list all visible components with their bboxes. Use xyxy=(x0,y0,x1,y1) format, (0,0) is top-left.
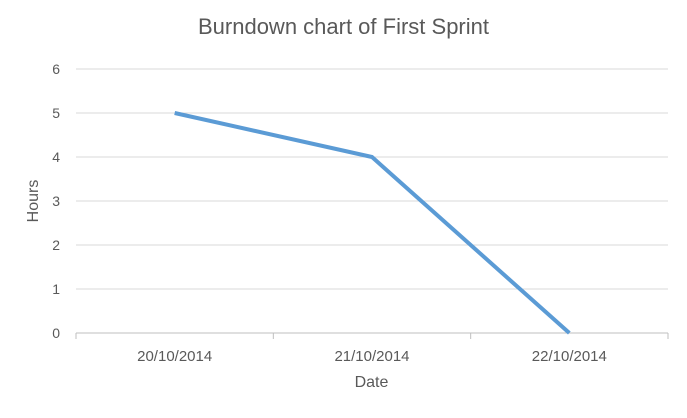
x-axis-label: Date xyxy=(354,374,389,391)
series-line xyxy=(174,111,571,335)
y-tick-label: 6 xyxy=(52,61,60,77)
y-tick-label: 3 xyxy=(52,193,60,209)
y-tick-label: 2 xyxy=(52,237,60,253)
y-tick-label: 1 xyxy=(52,281,60,297)
chart-title: Burndown chart of First Sprint xyxy=(197,14,489,39)
y-tick-label: 0 xyxy=(52,325,60,341)
y-tick-label: 5 xyxy=(52,105,60,121)
y-tick-label: 4 xyxy=(52,149,60,165)
x-tick-label: 20/10/2014 xyxy=(137,348,212,365)
x-tick-label: 21/10/2014 xyxy=(334,348,409,365)
x-tick-label: 22/10/2014 xyxy=(532,348,607,365)
